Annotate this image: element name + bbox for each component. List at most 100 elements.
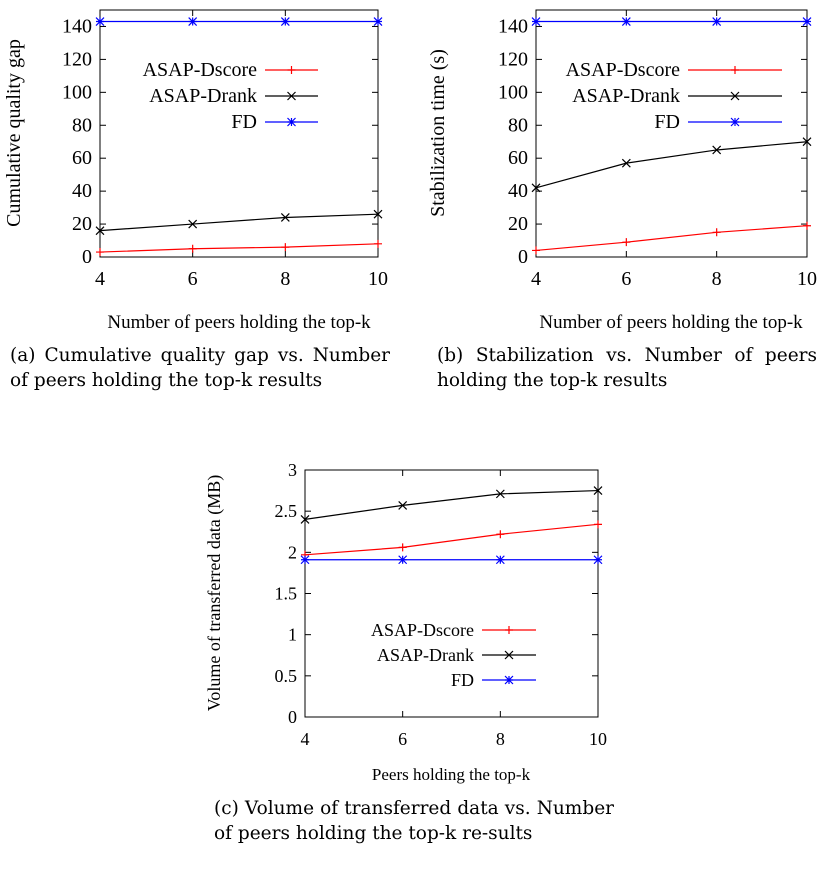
x-tick-label: 8: [280, 268, 290, 290]
x-tick-label: 4: [301, 729, 310, 749]
data-point: [802, 137, 812, 147]
legend-label: ASAP-Drank: [377, 645, 474, 665]
data-point: [398, 500, 408, 510]
series-asap-drank: [531, 137, 812, 193]
legend-marker: [730, 91, 740, 101]
data-point: [188, 219, 198, 229]
y-tick-label: 0: [82, 246, 92, 268]
y-axis-label: Volume of transferred data (MB): [204, 475, 225, 712]
series-asap-drank: [300, 486, 603, 524]
data-point: [373, 209, 383, 219]
series-fd: [95, 17, 383, 26]
caption-b-text: Stabilization vs. Number of peers holdin…: [437, 345, 817, 391]
data-point: [802, 17, 812, 26]
data-point: [532, 246, 540, 255]
y-axis-label: Stabilization time (s): [427, 49, 449, 217]
x-tick-label: 8: [496, 729, 505, 749]
x-axis-label: Peers holding the top-k: [372, 765, 531, 784]
legend-marker: [504, 650, 514, 660]
y-tick-label: 0: [288, 707, 297, 727]
x-axis-label: Number of peers holding the top-k: [539, 312, 803, 333]
legend-marker: [287, 91, 296, 101]
data-point: [96, 248, 104, 257]
x-tick-label: 6: [398, 729, 407, 749]
x-tick-label: 10: [797, 268, 817, 290]
data-point: [188, 17, 198, 26]
data-point: [95, 17, 105, 26]
data-point: [496, 530, 505, 539]
legend-label: FD: [654, 111, 680, 133]
data-point: [531, 183, 541, 193]
series-line: [535, 225, 808, 252]
y-tick-label: 1.5: [275, 584, 298, 604]
y-tick-label: 20: [508, 213, 528, 235]
plot-frame: [99, 9, 379, 258]
data-point: [281, 243, 290, 252]
y-tick-label: 2.5: [275, 501, 298, 521]
legend-label: ASAP-Dscore: [143, 59, 258, 81]
y-tick-label: 120: [62, 48, 92, 70]
caption-c-text: Volume of transferred data vs. Number of…: [214, 798, 614, 844]
y-tick-label: 120: [498, 48, 528, 70]
data-point: [398, 555, 408, 565]
data-point: [374, 239, 382, 248]
series-line: [304, 489, 599, 520]
y-tick-label: 40: [72, 180, 92, 202]
x-axis-label: Number of peers holding the top-k: [107, 312, 371, 333]
y-tick-label: 80: [72, 114, 92, 136]
y-tick-label: 3: [288, 460, 297, 480]
x-tick-label: 6: [188, 268, 198, 290]
y-tick-label: 1: [288, 625, 297, 645]
y-tick-label: 80: [508, 114, 528, 136]
legend-label: ASAP-Drank: [149, 85, 257, 107]
series-fd: [531, 17, 812, 26]
series-line: [304, 523, 599, 556]
y-tick-label: 140: [62, 15, 92, 37]
data-point: [712, 228, 721, 237]
x-tick-label: 10: [589, 729, 607, 749]
caption-a: (a) Cumulative quality gap vs. Number of…: [10, 343, 390, 393]
y-tick-label: 100: [498, 81, 528, 103]
caption-b: (b) Stabilization vs. Number of peers ho…: [437, 343, 817, 393]
y-tick-label: 140: [498, 15, 528, 37]
caption-c-label: (c): [214, 798, 239, 819]
x-tick-label: 4: [531, 268, 541, 290]
legend-label: ASAP-Dscore: [566, 59, 681, 81]
data-point: [622, 238, 631, 247]
data-point: [300, 514, 310, 524]
chart-a-svg: 0 20 40 60 80 100 120 140 4 6 8 10 Cumulative qualit…: [3, 9, 388, 333]
legend-marker: [505, 626, 513, 634]
data-point: [373, 17, 383, 26]
y-tick-label: 60: [72, 147, 92, 169]
y-tick-label: 0: [518, 246, 528, 268]
legend-label: FD: [451, 670, 474, 690]
chart-b-svg: 0 20 40 60 80 100 120 140 4 6 8 10 Stabilization tim…: [427, 9, 817, 333]
chart-c-svg: 0 0.5 1 1.5 2 2.5 3 4 6 8 10 Volume of transferred …: [204, 460, 607, 784]
data-point: [593, 555, 603, 565]
chart-a: 0 20 40 60 80 100 120 140 4 6 8 10 Cumulative qualit…: [0, 0, 400, 340]
data-point: [712, 17, 722, 26]
data-point: [495, 489, 505, 499]
series-asap-dscore: [301, 520, 602, 559]
series-asap-dscore: [532, 221, 811, 255]
legend-marker: [504, 675, 514, 685]
y-tick-label: 2: [288, 542, 297, 562]
data-point: [621, 158, 631, 168]
y-tick-label: 20: [72, 213, 92, 235]
y-tick-label: 100: [62, 81, 92, 103]
series-line: [99, 213, 379, 232]
y-tick-label: 0.5: [275, 666, 298, 686]
data-point: [803, 221, 811, 230]
data-point: [621, 17, 631, 26]
caption-b-label: (b): [437, 345, 464, 366]
data-point: [300, 555, 310, 565]
y-tick-label: 60: [508, 147, 528, 169]
data-point: [495, 555, 505, 565]
legend-marker: [287, 117, 296, 127]
x-tick-label: 10: [368, 268, 388, 290]
x-tick-label: 6: [621, 268, 631, 290]
caption-a-label: (a): [10, 345, 36, 366]
caption-a-text: Cumulative quality gap vs. Number of pee…: [10, 345, 390, 391]
data-point: [95, 226, 105, 236]
legend-marker: [287, 66, 296, 74]
